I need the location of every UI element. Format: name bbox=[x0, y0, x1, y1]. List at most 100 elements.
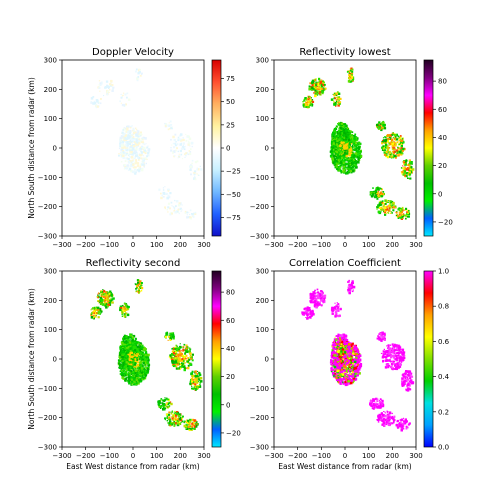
echo-point bbox=[93, 310, 95, 313]
echo-point bbox=[350, 72, 354, 76]
echo-point bbox=[388, 152, 391, 155]
echo-point bbox=[318, 85, 320, 88]
echo-point bbox=[162, 196, 165, 198]
echo-point bbox=[348, 129, 351, 133]
echo-point bbox=[134, 169, 136, 171]
echo-point bbox=[308, 85, 311, 88]
echo-point bbox=[355, 166, 358, 169]
echo-point bbox=[162, 189, 165, 191]
echo-point bbox=[400, 145, 403, 148]
echo-point bbox=[128, 138, 130, 140]
echo-point bbox=[134, 347, 136, 350]
echo-point bbox=[95, 106, 98, 109]
echo-point bbox=[128, 154, 130, 156]
echo-point bbox=[167, 194, 170, 197]
echo-point bbox=[171, 416, 173, 418]
echo-point bbox=[101, 302, 103, 304]
echo-point bbox=[138, 148, 140, 149]
echo-point bbox=[346, 162, 349, 165]
echo-point bbox=[168, 406, 170, 408]
echo-point bbox=[343, 157, 345, 160]
echo-point bbox=[123, 314, 125, 316]
echo-point bbox=[136, 363, 138, 365]
echo-point bbox=[406, 213, 409, 216]
echo-point bbox=[321, 89, 323, 92]
echo-point bbox=[135, 341, 138, 344]
echo-point bbox=[336, 168, 339, 171]
echo-point bbox=[171, 127, 173, 129]
echo-point bbox=[400, 148, 402, 150]
echo-point bbox=[336, 151, 339, 154]
echo-point bbox=[304, 103, 307, 106]
echo-point bbox=[130, 138, 134, 141]
echo-point bbox=[387, 141, 390, 143]
echo-point bbox=[341, 152, 343, 154]
echo-point bbox=[393, 154, 396, 158]
echo-point bbox=[351, 147, 353, 149]
echo-point bbox=[124, 315, 126, 317]
echo-point bbox=[340, 172, 343, 174]
echo-point bbox=[191, 213, 193, 215]
echo-point bbox=[128, 135, 131, 138]
echo-point bbox=[332, 147, 335, 149]
echo-point bbox=[126, 141, 129, 144]
echo-point bbox=[124, 349, 126, 351]
echo-point bbox=[334, 133, 337, 135]
echo-point bbox=[136, 372, 139, 375]
echo-point bbox=[312, 82, 316, 85]
echo-point bbox=[337, 148, 339, 150]
echo-point bbox=[380, 195, 383, 198]
echo-point bbox=[141, 167, 144, 170]
echo-point bbox=[343, 147, 346, 150]
echo-point bbox=[351, 159, 353, 161]
echo-point bbox=[189, 362, 192, 366]
echo-point bbox=[390, 157, 393, 159]
echo-point bbox=[132, 130, 133, 132]
echo-point bbox=[394, 205, 397, 208]
echo-point bbox=[144, 150, 147, 153]
echo-point bbox=[138, 367, 141, 369]
echo-point bbox=[336, 156, 339, 160]
echo-point bbox=[389, 133, 392, 136]
echo-point bbox=[128, 371, 131, 373]
echo-point bbox=[355, 145, 358, 147]
echo-point bbox=[332, 154, 336, 158]
echo-point bbox=[147, 359, 150, 362]
x-tick-label: 100 bbox=[362, 241, 375, 249]
echo-point bbox=[120, 359, 122, 362]
echo-point bbox=[338, 146, 341, 149]
echo-point bbox=[320, 84, 324, 87]
echo-point bbox=[177, 208, 180, 211]
echo-point bbox=[180, 359, 183, 362]
echo-point bbox=[390, 200, 392, 203]
echo-point bbox=[146, 355, 148, 357]
echo-point bbox=[141, 376, 143, 378]
echo-point bbox=[381, 193, 384, 195]
echo-point bbox=[196, 382, 198, 384]
echo-point bbox=[331, 133, 334, 136]
echo-point bbox=[339, 130, 342, 133]
y-tick-label: 100 bbox=[256, 115, 269, 123]
echo-point bbox=[400, 211, 403, 214]
echo-point bbox=[359, 143, 361, 146]
echo-point bbox=[98, 86, 101, 89]
echo-point bbox=[184, 212, 187, 214]
echo-point bbox=[380, 208, 383, 211]
echo-point bbox=[130, 373, 133, 375]
echo-point bbox=[353, 160, 357, 163]
echo-point bbox=[353, 154, 356, 156]
echo-point bbox=[147, 367, 150, 370]
echo-point bbox=[337, 123, 340, 126]
echo-point bbox=[133, 156, 135, 158]
echo-point bbox=[171, 417, 174, 420]
echo-point bbox=[123, 151, 126, 154]
echo-point bbox=[179, 207, 182, 210]
echo-point bbox=[179, 343, 181, 345]
echo-point bbox=[347, 132, 350, 135]
echo-point bbox=[124, 166, 127, 170]
echo-point bbox=[387, 201, 389, 203]
colorbar-tick-label: −75 bbox=[226, 214, 241, 222]
echo-point bbox=[126, 356, 129, 359]
echo-point bbox=[180, 353, 183, 356]
echo-point bbox=[124, 361, 127, 364]
